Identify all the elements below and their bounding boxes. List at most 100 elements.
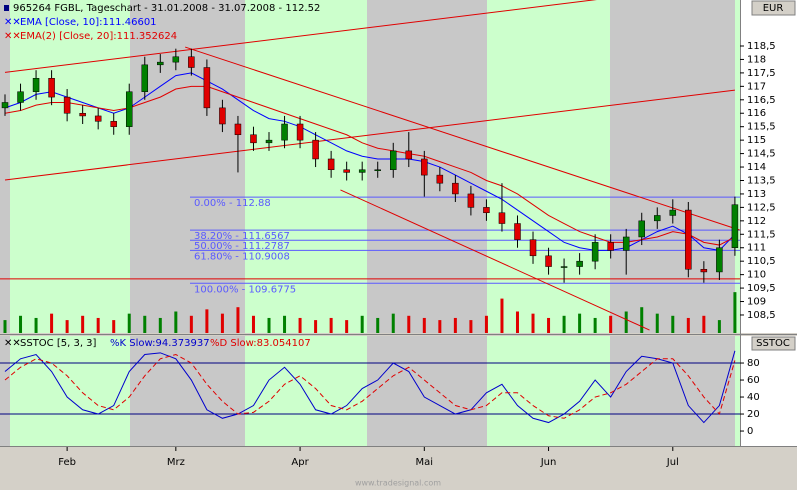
candle-body <box>312 139 319 160</box>
volume-bar <box>329 317 333 333</box>
y-tick-label: 115 <box>747 135 766 146</box>
volume-bar <box>314 320 318 333</box>
candle-body <box>638 220 645 238</box>
volume-bar <box>562 315 566 333</box>
candle-body <box>110 121 117 127</box>
volume-bar <box>220 313 224 333</box>
volume-bar <box>391 313 395 333</box>
volume-bar <box>453 317 457 333</box>
volume-bar <box>360 315 364 333</box>
legend-entry: %D Slow:83.054107 <box>210 338 311 349</box>
y-tick-label: 113 <box>747 189 766 200</box>
x-tick-label: Apr <box>291 457 309 468</box>
volume-bar <box>422 317 426 333</box>
labels: 965264 FGBL, Tageschart - 31.01.2008 - 3… <box>4 0 796 488</box>
volume-bar <box>376 317 380 333</box>
candle-body <box>141 64 149 92</box>
chart-title: 965264 FGBL, Tageschart - 31.01.2008 - 3… <box>13 3 320 14</box>
x-tick-label: Feb <box>58 457 76 468</box>
volume-bar <box>19 315 23 333</box>
y-tick-label: 113,5 <box>747 175 776 186</box>
candle-body <box>188 56 195 68</box>
fib-label: 61.80% - 110.9008 <box>194 251 290 262</box>
candle-body <box>529 239 537 257</box>
candle-body <box>591 242 599 262</box>
candle-body <box>390 150 397 170</box>
volume-bar <box>81 315 85 333</box>
y-tick-label: 111 <box>747 243 766 254</box>
panel-box <box>751 336 796 351</box>
candle-body <box>1 102 9 109</box>
volume-bar <box>3 320 7 333</box>
legend-entry: EMA [Close, 10]:111.46601 <box>20 17 157 28</box>
volume-bar <box>578 313 582 333</box>
x-tick-label: Jul <box>666 457 679 468</box>
trend-line <box>340 189 650 331</box>
volume-bar <box>96 317 100 333</box>
stoch-line <box>4 350 736 424</box>
candle-body <box>405 150 413 160</box>
y-tick-label: 40 <box>747 392 760 403</box>
volume-bar <box>34 317 38 333</box>
candle-body <box>48 78 55 98</box>
candle-body <box>467 193 475 208</box>
candle-body <box>452 182 459 195</box>
candle-body <box>654 215 661 222</box>
volume-bar <box>283 315 287 333</box>
candle-body <box>281 123 288 141</box>
candle-body <box>17 91 24 103</box>
fib-label: 0.00% - 112.88 <box>194 198 271 209</box>
candle-body <box>483 207 490 214</box>
y-tick-label: 116,5 <box>747 95 776 106</box>
candle-body <box>157 61 164 66</box>
stoch-line <box>4 353 736 419</box>
volume-bar <box>205 309 209 333</box>
candle-body <box>79 112 86 117</box>
y-tick-label: 112 <box>747 216 766 227</box>
volume-bar <box>733 292 737 333</box>
candle-body <box>343 169 350 173</box>
x-tick-label: Mai <box>416 457 434 468</box>
price-axis <box>740 0 797 333</box>
y-tick-label: 0 <box>747 426 753 437</box>
volume-bar <box>189 315 193 333</box>
candle-body <box>125 91 133 127</box>
candle-body <box>731 204 739 248</box>
volume-bar <box>65 320 69 333</box>
candle-body <box>498 212 506 224</box>
legend-icon: ✕✕ <box>4 338 21 349</box>
candle-body <box>250 134 257 144</box>
volume-bar <box>717 320 721 333</box>
stoch-plot <box>0 350 740 424</box>
candle-body <box>234 123 242 136</box>
trend-line <box>4 89 735 181</box>
volume-bar <box>50 313 54 333</box>
candle-body <box>32 78 40 92</box>
candle-body <box>327 158 335 170</box>
volume-bar <box>547 317 551 333</box>
y-tick-label: 114,5 <box>747 149 776 160</box>
y-tick-label: 111,5 <box>747 229 776 240</box>
volume-bar <box>624 311 628 333</box>
candle-body <box>219 107 226 125</box>
candle-body <box>560 266 568 268</box>
candle-body <box>203 67 211 109</box>
y-tick-label: 114 <box>747 162 766 173</box>
panel-label: SSTOC <box>756 338 790 349</box>
y-tick-label: 80 <box>747 358 760 369</box>
volume-bar <box>267 317 271 333</box>
volume-bar <box>640 307 644 333</box>
icon <box>4 5 9 11</box>
candle-body <box>607 242 614 251</box>
candle-body <box>265 139 273 144</box>
currency-box <box>751 0 796 16</box>
candle-body <box>172 56 180 63</box>
candle-body <box>576 260 583 267</box>
volume-bar <box>515 311 519 333</box>
fib-label: 50.00% - 111.2787 <box>194 241 290 252</box>
candle-body <box>622 236 630 251</box>
stoch-label: SSTOC [5, 3, 3] <box>20 338 97 349</box>
candle-body <box>374 169 381 171</box>
volume-bar <box>407 315 411 333</box>
